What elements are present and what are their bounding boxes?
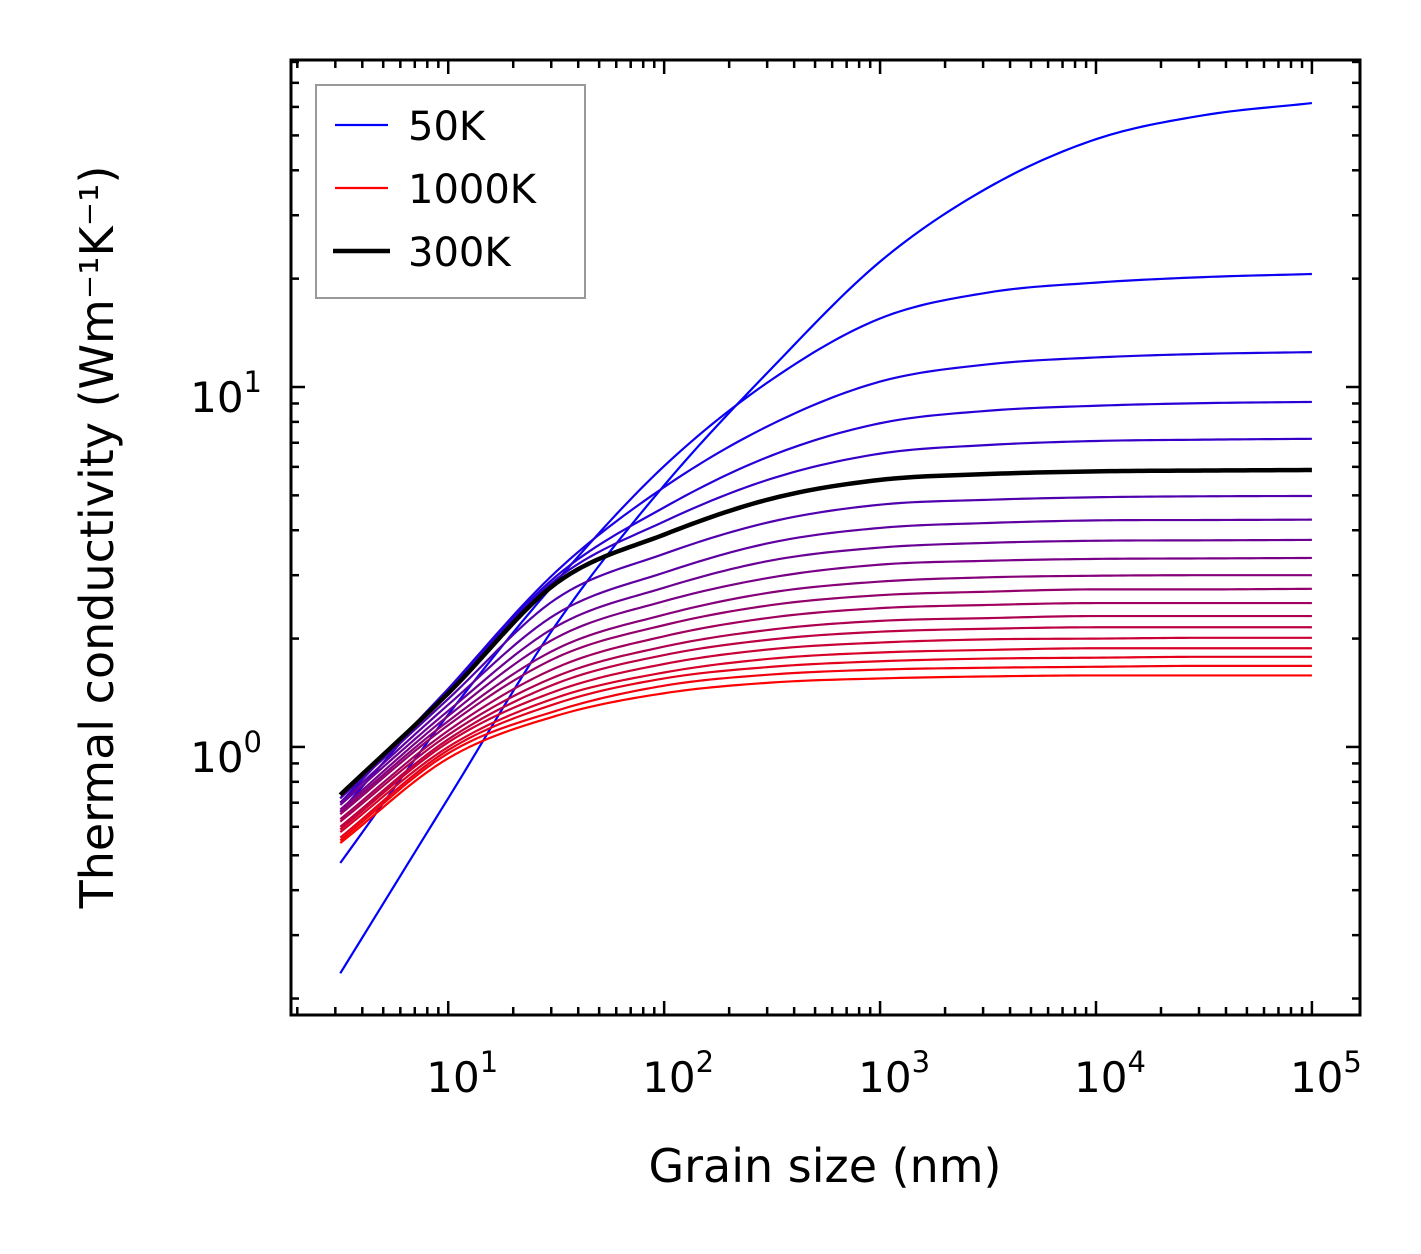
series-line-650k xyxy=(339,601,1312,821)
plot-frame xyxy=(289,58,1362,1017)
y-tick-label-exponent: 1 xyxy=(244,365,262,399)
series-line-450k xyxy=(339,538,1312,806)
y-tick-label: 101 xyxy=(190,365,262,422)
x-tick-label: 104 xyxy=(1074,1045,1146,1102)
legend-label-1000k: 1000K xyxy=(408,167,538,213)
y-tick-label-exponent: 0 xyxy=(244,725,262,759)
series-line-200k xyxy=(339,400,1312,804)
x-tick-label-exponent: 1 xyxy=(480,1045,498,1079)
series-line-50k xyxy=(339,101,1313,974)
x-tick-label: 102 xyxy=(642,1045,714,1102)
legend-label-50k: 50K xyxy=(408,104,487,150)
x-axis-label: Grain size (nm) xyxy=(649,1139,1002,1193)
y-tick-label-base: 10 xyxy=(190,373,243,422)
x-tick-label-base: 10 xyxy=(858,1053,911,1102)
series-line-300k xyxy=(338,467,1312,797)
x-tick-label-exponent: 4 xyxy=(1127,1045,1145,1079)
x-tick-label-base: 10 xyxy=(642,1053,695,1102)
x-tick-label-exponent: 3 xyxy=(912,1045,930,1079)
series-line-850k xyxy=(339,647,1312,833)
y-tick-label-base: 10 xyxy=(190,733,243,782)
x-tick-label: 105 xyxy=(1290,1045,1362,1102)
series-line-800k xyxy=(339,636,1312,831)
x-tick-label-base: 10 xyxy=(426,1053,479,1102)
legend: 50K 1000K 300K xyxy=(315,84,586,299)
legend-label-300k: 300K xyxy=(408,230,512,276)
series-line-550k xyxy=(339,574,1312,813)
series-line-1000k xyxy=(339,674,1312,844)
series-line-150k xyxy=(339,351,1312,813)
series-line-350k xyxy=(339,494,1312,800)
legend-frame xyxy=(315,84,586,299)
series-line-750k xyxy=(339,626,1312,828)
x-tick-label: 101 xyxy=(426,1045,498,1102)
x-tick-label-exponent: 2 xyxy=(696,1045,714,1079)
series-line-500k xyxy=(339,556,1312,811)
x-tick-label-exponent: 5 xyxy=(1343,1045,1361,1079)
y-axis-label: Thermal conductivity (Wm⁻¹K⁻¹) xyxy=(70,166,124,910)
series-line-950k xyxy=(339,664,1312,842)
x-tick-label: 103 xyxy=(858,1045,930,1102)
series-line-900k xyxy=(339,655,1312,839)
series-line-600k xyxy=(339,587,1312,816)
series-line-400k xyxy=(339,518,1312,804)
series-line-700k xyxy=(339,614,1312,823)
y-tick-label: 100 xyxy=(190,725,262,782)
series-layer xyxy=(338,101,1313,974)
x-tick-label-base: 10 xyxy=(1074,1053,1127,1102)
x-tick-label-base: 10 xyxy=(1290,1053,1343,1102)
